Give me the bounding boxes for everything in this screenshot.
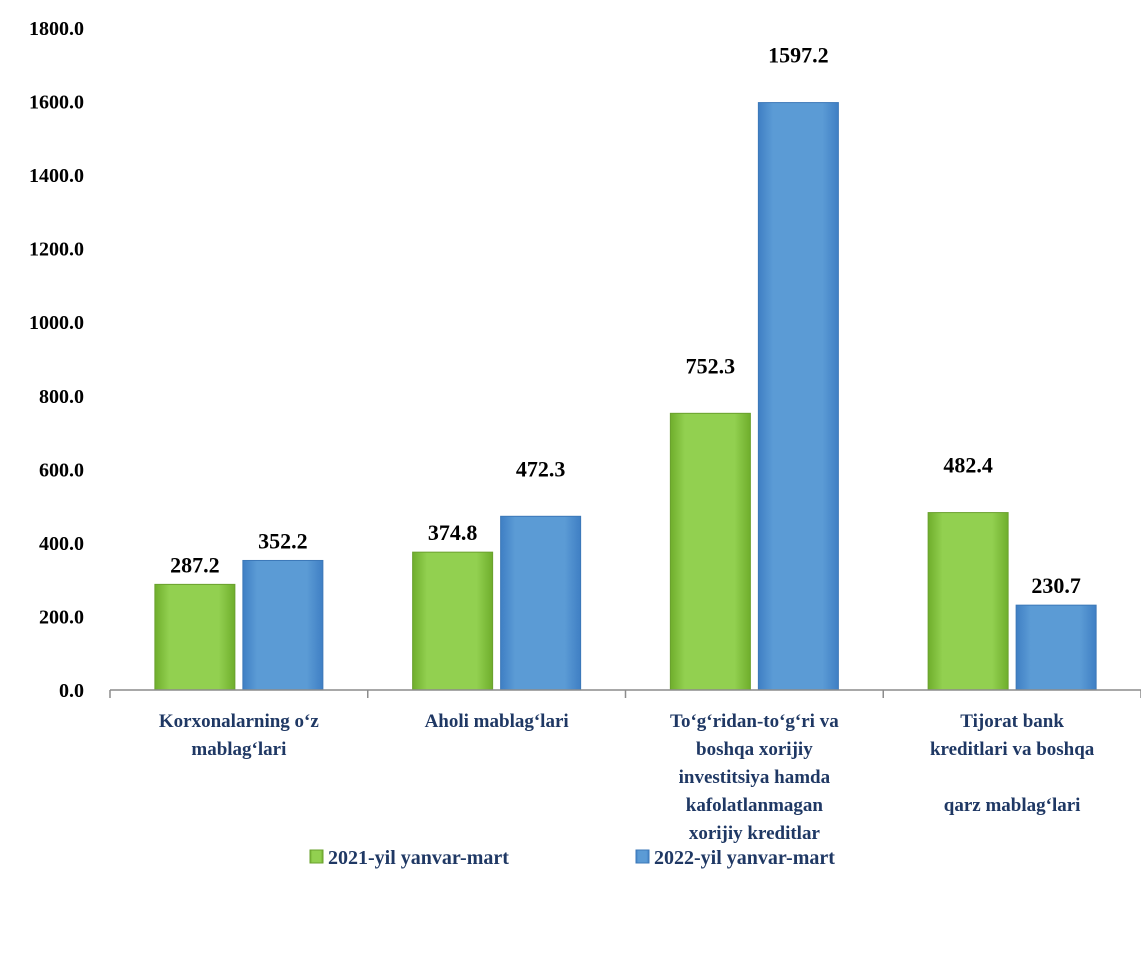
- y-tick-label: 800.0: [39, 386, 84, 408]
- x-category-label: kreditlari va boshqa: [930, 739, 1095, 760]
- data-label: 287.2: [170, 552, 220, 577]
- y-axis: 0.0 200.0 400.0 600.0 800.0 1000.0 1200.0 1400.…: [29, 18, 84, 702]
- legend: 2021-yil yanvar-mart 2022-yil yanvar-mart: [309, 847, 835, 869]
- y-tick-label: 600.0: [39, 459, 84, 481]
- data-label: 482.4: [943, 453, 993, 478]
- bar-series-2: [1015, 604, 1097, 691]
- bar-series-1: [927, 512, 1009, 691]
- y-tick-label: 1600.0: [29, 92, 84, 114]
- bar-series-1: [669, 412, 751, 691]
- bar-series-2: [757, 102, 839, 691]
- data-label: 1597.2: [768, 43, 829, 68]
- x-category-label: xorijiy kreditlar: [689, 823, 821, 844]
- data-label: 374.8: [428, 520, 478, 545]
- legend-swatch: [309, 849, 324, 864]
- legend-label: 2021-yil yanvar-mart: [328, 847, 509, 869]
- y-tick-label: 1400.0: [29, 165, 84, 187]
- bar-series-1: [154, 583, 236, 691]
- y-tick-label: 400.0: [39, 533, 84, 555]
- bar-series-2: [500, 515, 582, 691]
- x-category-label: qarz mablag‘lari: [944, 795, 1081, 816]
- data-label: 752.3: [686, 353, 736, 378]
- x-category-label: mablag‘lari: [191, 739, 286, 760]
- x-category-label: investitsiya hamda: [679, 767, 831, 788]
- x-category-label: Aholi mablag‘lari: [425, 711, 569, 732]
- y-tick-label: 1000.0: [29, 312, 84, 334]
- bars: [154, 102, 1097, 691]
- y-tick-label: 200.0: [39, 606, 84, 628]
- data-label: 230.7: [1031, 573, 1081, 598]
- bar-series-1: [412, 551, 494, 691]
- bar-series-2: [242, 559, 324, 691]
- y-tick-label: 0.0: [59, 680, 84, 702]
- legend-label: 2022-yil yanvar-mart: [654, 847, 835, 869]
- x-category-label: To‘g‘ridan-to‘g‘ri va: [670, 711, 839, 732]
- x-category-label: Tijorat bank: [960, 711, 1064, 732]
- data-label: 352.2: [258, 528, 308, 553]
- data-label: 472.3: [516, 456, 566, 481]
- data-labels: 287.2 352.2 374.8 472.3 752.3 1597.2 482.4 230.…: [170, 43, 1081, 599]
- y-tick-label: 1200.0: [29, 239, 84, 261]
- x-category-label: boshqa xorijiy: [696, 739, 813, 760]
- x-axis: Korxonalarning o‘z mablag‘lari Aholi mabla…: [109, 689, 1141, 844]
- legend-swatch: [635, 849, 650, 864]
- x-category-label: Korxonalarning o‘z: [159, 711, 319, 732]
- y-tick-label: 1800.0: [29, 18, 84, 40]
- x-category-label: kafolatlanmagan: [686, 795, 824, 816]
